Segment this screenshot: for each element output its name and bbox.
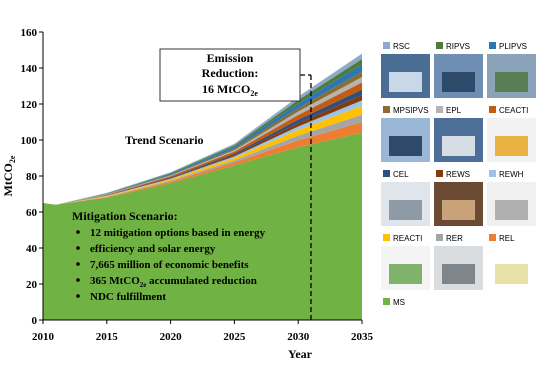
x-axis-label: Year xyxy=(288,347,313,361)
item-part: 365 MtCO xyxy=(90,275,140,287)
product-photo-detail xyxy=(442,136,475,156)
legend-swatch xyxy=(489,106,496,113)
mitigation-item: 12 mitigation options based in energy xyxy=(90,227,266,239)
y-tick-label: 20 xyxy=(26,279,38,291)
bullet xyxy=(76,262,80,266)
x-tick-label: 2015 xyxy=(96,331,119,343)
product-photo-detail xyxy=(495,72,528,92)
area xyxy=(43,132,362,320)
product-photo-detail xyxy=(495,264,528,284)
legend-label: PLIPVS xyxy=(499,42,527,51)
product-photo-detail xyxy=(389,136,422,156)
y-tick-label: 80 xyxy=(26,171,38,183)
annotation-line: 16 MtCO2e xyxy=(202,82,258,98)
mitigation-item: 7,665 million of economic benefits xyxy=(90,259,249,271)
annotation-line: Reduction: xyxy=(202,66,259,80)
bullet xyxy=(76,278,80,282)
legend-swatch xyxy=(436,234,443,241)
y-tick-label: 60 xyxy=(26,207,38,219)
legend-swatch xyxy=(383,42,390,49)
item-part: accumulated reduction xyxy=(146,275,256,287)
legend-label: RSC xyxy=(393,42,410,51)
legend-swatch xyxy=(489,170,496,177)
legend-swatch xyxy=(489,234,496,241)
legend-swatch xyxy=(436,106,443,113)
mitigation-item: efficiency and solar energy xyxy=(90,243,216,255)
annotation-sub: 2e xyxy=(250,89,258,98)
item-sub: 2e xyxy=(140,281,147,289)
bullet xyxy=(76,294,80,298)
product-photo-detail xyxy=(389,72,422,92)
y-tick-label: 160 xyxy=(21,27,38,39)
legend-label: REWH xyxy=(499,170,524,179)
legend-label: REWS xyxy=(446,170,470,179)
legend-label: REACTI xyxy=(393,234,422,243)
legend: RSC RIPVS PLIPVS MPSIPVS EPL CEACTI CEL REWS REW… xyxy=(381,42,536,307)
legend-label: EPL xyxy=(446,106,462,115)
legend-label: CEL xyxy=(393,170,409,179)
legend-label: RER xyxy=(446,234,463,243)
annotation-main: 16 MtCO xyxy=(202,82,250,96)
product-photo-detail xyxy=(442,200,475,220)
annotation-box xyxy=(159,48,301,102)
product-photo-detail xyxy=(442,264,475,284)
product-photo-detail xyxy=(442,72,475,92)
legend-label: CEACTI xyxy=(499,106,528,115)
x-tick-label: 2020 xyxy=(160,331,183,343)
y-tick-label: 140 xyxy=(21,63,38,75)
legend-label: REL xyxy=(499,234,515,243)
annotation-line: Emission xyxy=(207,51,254,65)
y-label-sub: 2e xyxy=(8,155,17,163)
product-photo-detail xyxy=(389,200,422,220)
bullet xyxy=(76,246,80,250)
y-tick-label: 100 xyxy=(21,135,38,147)
x-tick-label: 2025 xyxy=(223,331,246,343)
x-tick-label: 2035 xyxy=(351,331,374,343)
legend-swatch xyxy=(436,170,443,177)
y-axis-label: MtCO2e xyxy=(1,155,17,196)
y-tick-label: 40 xyxy=(26,243,38,255)
trend-label: Trend Scenario xyxy=(125,133,204,147)
mitigation-item: 365 MtCO2e accumulated reduction xyxy=(90,275,257,289)
mitigation-title: Mitigation Scenario: xyxy=(72,209,178,223)
legend-label: MS xyxy=(393,298,405,307)
product-photo-detail xyxy=(495,200,528,220)
legend-swatch xyxy=(383,234,390,241)
y-tick-label: 0 xyxy=(32,315,38,327)
legend-swatch xyxy=(383,170,390,177)
x-tick-label: 2010 xyxy=(32,331,55,343)
y-tick-label: 120 xyxy=(21,99,38,111)
y-label-main: MtCO xyxy=(1,163,15,196)
mitigation-item: NDC fulfillment xyxy=(90,291,166,303)
x-tick-label: 2030 xyxy=(287,331,310,343)
bullet xyxy=(76,230,80,234)
legend-swatch xyxy=(383,298,390,305)
plot: 0 20 40 60 80 100 120 140 160 2010 2015 2020 2025 203… xyxy=(21,27,374,343)
product-photo-detail xyxy=(495,136,528,156)
legend-swatch xyxy=(383,106,390,113)
product-photo-detail xyxy=(389,264,422,284)
legend-swatch xyxy=(489,42,496,49)
legend-swatch xyxy=(436,42,443,49)
legend-label: RIPVS xyxy=(446,42,470,51)
legend-label: MPSIPVS xyxy=(393,106,429,115)
